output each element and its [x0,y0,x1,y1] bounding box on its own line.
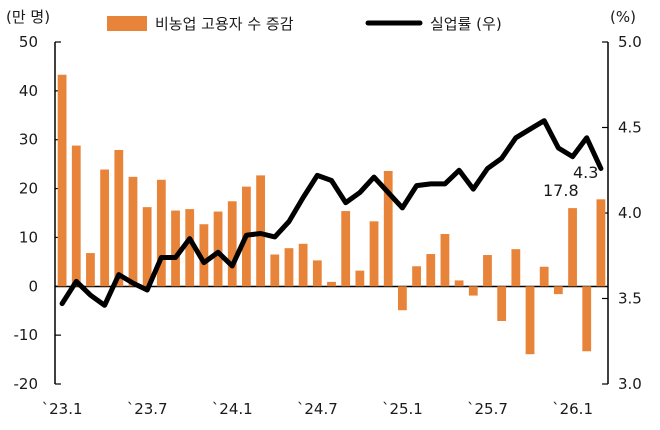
x-tick-label: `25.1 [382,400,423,418]
employment-bar [142,207,152,287]
employment-bar [426,254,436,287]
employment-bar [553,286,563,295]
employment-bar [185,209,195,287]
left-axis-ticks: 50 40 30 20 10 0 -10 -20 [14,33,61,393]
employment-bar [100,169,110,287]
employment-bar [270,254,280,287]
legend-bar-label: 비농업 고용자 수 증감 [155,15,294,33]
employment-bar [355,270,365,287]
employment-bar [71,145,81,287]
employment-bar [412,266,421,287]
employment-bar [114,149,124,287]
left-tick-label: -20 [14,375,39,393]
x-tick-label: `25.7 [467,400,508,418]
bar-last-label: 17.8 [543,181,579,200]
employment-bar [86,253,95,287]
employment-bar [468,286,478,296]
employment-bar [57,74,67,287]
x-tick-label: `26.1 [552,400,593,418]
legend-line-label: 실업률 (우) [430,15,502,33]
left-tick-label: 0 [28,277,38,295]
x-axis-ticks: `23.1 `23.7 `24.1 `24.7 `25.1 `25.7 `26.1 [42,400,593,418]
right-tick-label: 3.5 [618,290,642,308]
left-tick-label: -10 [14,326,39,344]
right-tick-label: 3.0 [618,375,642,393]
legend: 비농업 고용자 수 증감 실업률 (우) [107,15,502,33]
employment-bar [539,266,549,287]
employment-bar [568,208,577,287]
right-tick-label: 5.0 [618,33,642,51]
left-tick-label: 40 [19,82,38,100]
employment-bar [298,243,308,287]
employment-bar [483,255,492,287]
employment-bar [312,260,322,287]
employment-bar [256,175,265,287]
left-tick-label: 50 [19,33,38,51]
employment-bar [369,221,379,287]
employment-bar [454,280,464,287]
employment-bar [398,286,407,311]
employment-bar [383,170,393,287]
x-tick-label: `23.7 [127,400,168,418]
employment-bar [596,199,606,287]
employment-bar [199,224,209,287]
employment-bar [582,286,592,352]
employment-bar [128,176,138,287]
employment-bar [156,179,166,287]
right-axis-ticks: 5.0 4.5 4.0 3.5 3.0 [602,33,642,393]
employment-bar [171,210,180,287]
x-tick-label: `23.1 [42,400,83,418]
employment-bar [327,281,336,287]
legend-bar-swatch [107,16,147,31]
right-tick-label: 4.5 [618,119,642,137]
x-tick-label: `24.7 [297,400,338,418]
x-tick-label: `24.1 [212,400,253,418]
left-tick-label: 30 [19,131,38,149]
employment-bar [284,248,294,287]
line-last-label: 4.3 [573,163,598,182]
employment-bar [227,201,237,287]
unemployment-line [59,118,604,308]
left-tick-label: 20 [19,180,38,198]
employment-bars [57,74,606,355]
employment-bar [525,286,535,355]
employment-bar [511,249,521,287]
right-axis-unit: (%) [610,8,636,26]
employment-bar [497,286,507,321]
employment-bar [341,211,351,287]
left-axis-unit: (만 명) [6,8,50,26]
employment-bar [440,234,450,287]
employment-bar [213,211,223,287]
left-tick-label: 10 [19,228,38,246]
right-tick-label: 4.0 [618,204,642,222]
